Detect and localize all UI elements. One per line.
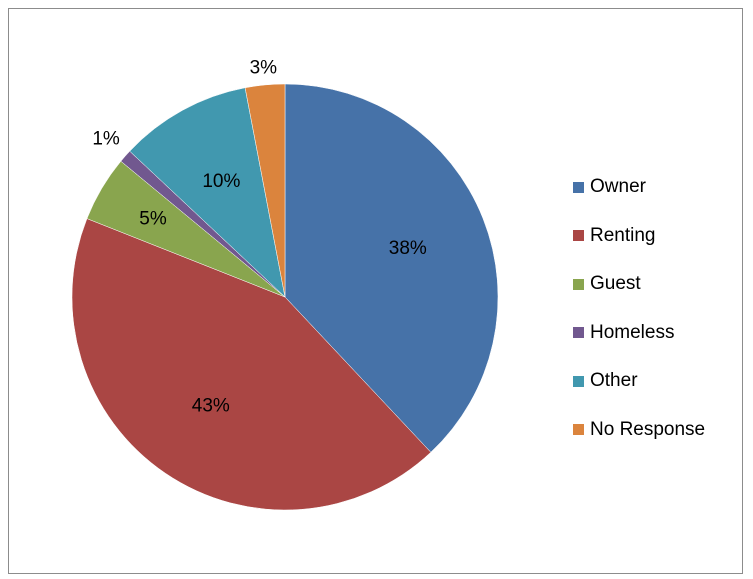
- data-label-no-response: 3%: [250, 57, 278, 78]
- legend: Owner Renting Guest Homeless Other No Re…: [573, 163, 705, 454]
- legend-item-renting: Renting: [573, 212, 705, 261]
- pie-slice-renting: [71, 218, 432, 511]
- legend-label-owner: Owner: [590, 176, 646, 198]
- legend-item-other: Other: [573, 357, 705, 406]
- legend-swatch-other: [573, 375, 584, 387]
- legend-item-homeless: Homeless: [573, 309, 705, 358]
- pie-slice-owner: [284, 83, 499, 453]
- legend-label-other: Other: [590, 370, 638, 392]
- legend-swatch-no-response: [573, 424, 584, 436]
- legend-label-no-response: No Response: [590, 418, 706, 440]
- data-label-renting: 43%: [192, 396, 230, 417]
- data-label-homeless: 1%: [92, 129, 120, 150]
- legend-label-guest: Guest: [590, 273, 641, 295]
- legend-item-owner: Owner: [573, 163, 705, 212]
- pie-slice-other: [129, 87, 286, 298]
- legend-item-no-response: No Response: [573, 406, 705, 455]
- legend-swatch-homeless: [573, 327, 584, 339]
- legend-swatch-owner: [573, 181, 584, 193]
- legend-label-homeless: Homeless: [590, 321, 675, 343]
- data-label-other: 10%: [202, 171, 240, 192]
- data-label-guest: 5%: [139, 208, 167, 229]
- pie-slice-no-response: [244, 83, 286, 298]
- legend-label-renting: Renting: [590, 224, 656, 246]
- data-label-owner: 38%: [389, 238, 427, 259]
- legend-item-guest: Guest: [573, 260, 705, 309]
- legend-swatch-renting: [573, 230, 584, 242]
- legend-swatch-guest: [573, 278, 584, 290]
